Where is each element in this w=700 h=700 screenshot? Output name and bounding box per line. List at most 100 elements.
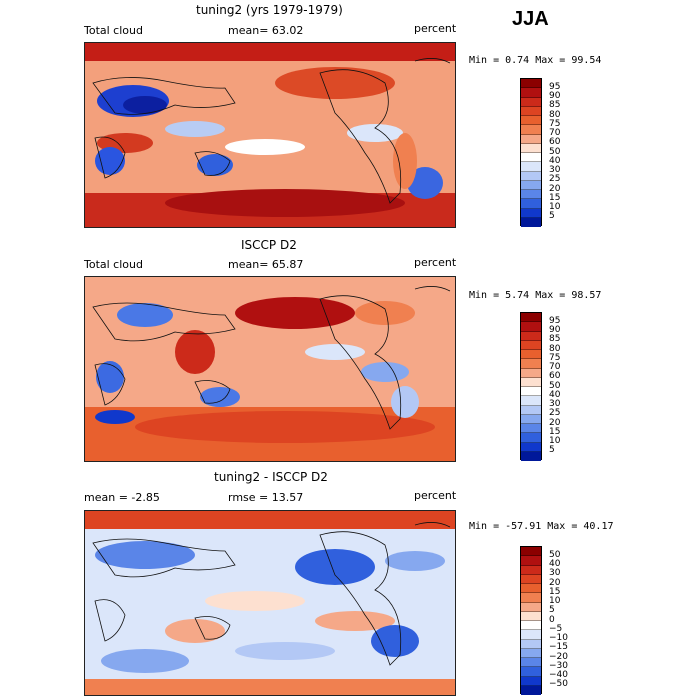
colorbar-tick-label: 40 xyxy=(549,389,561,400)
units-label: percent xyxy=(414,22,457,35)
units-label: percent xyxy=(414,489,457,502)
colorbar-tick-label: 80 xyxy=(549,343,561,354)
colorbar-tick-label: 85 xyxy=(549,100,561,111)
colorbar-band xyxy=(521,143,541,153)
colorbar-tick-label: 15 xyxy=(549,586,561,597)
colorbar-tick-label: 15 xyxy=(549,192,561,203)
colorbar-band xyxy=(521,639,541,649)
colorbar-band xyxy=(521,88,541,98)
colorbar-tick-label: 90 xyxy=(549,325,561,335)
colorbar-band xyxy=(521,685,541,695)
colorbar-band xyxy=(521,97,541,107)
colorbar-band xyxy=(521,621,541,631)
colorbar-band xyxy=(521,565,541,575)
colorbar-tick-label: 5 xyxy=(549,605,555,616)
colorbar-tick-label: −15 xyxy=(549,642,568,653)
panel-title: ISCCP D2 xyxy=(241,238,297,252)
colorbar-band xyxy=(521,350,541,360)
min-max-label: Min = 5.74 Max = 98.57 xyxy=(469,290,602,301)
colorbar-tick-label: 20 xyxy=(549,417,561,428)
min-max-label: Min = 0.74 Max = 99.54 xyxy=(469,55,602,66)
season-label: JJA xyxy=(512,8,549,30)
colorbar-band xyxy=(521,79,541,89)
colorbar-band xyxy=(521,602,541,612)
colorbar-band xyxy=(521,405,541,415)
colorbar-tick-label: 20 xyxy=(549,183,561,194)
colorbar-tick-label: 10 xyxy=(549,436,561,446)
colorbar-band xyxy=(521,387,541,397)
colorbar-tick-label: 0 xyxy=(549,614,555,625)
colorbar-band xyxy=(521,424,541,434)
colorbar-band xyxy=(521,322,541,332)
colorbar-tick-label: 75 xyxy=(549,352,561,363)
cloud-map-model xyxy=(84,42,456,228)
colorbar-tick-label: 95 xyxy=(549,315,561,326)
colorbar-model xyxy=(520,78,542,227)
colorbar-tick-label: 5 xyxy=(549,211,555,222)
mean-label: mean= 65.87 xyxy=(228,258,304,271)
colorbar-tick-label: 40 xyxy=(549,559,561,569)
colorbar-tick-label: −40 xyxy=(549,670,568,680)
panel-title: tuning2 - ISCCP D2 xyxy=(214,470,328,484)
colorbar-band xyxy=(521,171,541,181)
colorbar-tick-label: 90 xyxy=(549,91,561,101)
colorbar-band xyxy=(521,396,541,406)
colorbar-tick-label: 95 xyxy=(549,81,561,92)
colorbar-band xyxy=(521,584,541,594)
colorbar-tick-label: 30 xyxy=(549,165,561,175)
colorbar-band xyxy=(521,556,541,566)
colorbar-band xyxy=(521,106,541,116)
colorbar-tick-label: 40 xyxy=(549,155,561,166)
colorbar-band xyxy=(521,368,541,378)
colorbar-band xyxy=(521,180,541,190)
cloud-map-difference xyxy=(84,510,456,696)
colorbar-band xyxy=(521,377,541,387)
colorbar-band xyxy=(521,414,541,424)
colorbar-difference xyxy=(520,546,542,695)
colorbar-tick-label: 30 xyxy=(549,399,561,409)
colorbar-band xyxy=(521,676,541,686)
colorbar-tick-label: 60 xyxy=(549,137,561,148)
colorbar-band xyxy=(521,359,541,369)
colorbar-tick-label: 25 xyxy=(549,174,561,185)
colorbar-tick-label: 50 xyxy=(549,549,561,560)
mean-label: mean = -2.85 xyxy=(84,491,160,504)
colorbar-band xyxy=(521,658,541,668)
colorbar-band xyxy=(521,134,541,144)
colorbar-tick-label: 80 xyxy=(549,109,561,120)
colorbar-observations xyxy=(520,312,542,461)
colorbar-band xyxy=(521,593,541,603)
colorbar-tick-label: 25 xyxy=(549,408,561,419)
variable-label: Total cloud xyxy=(84,258,143,271)
colorbar-tick-label: −30 xyxy=(549,660,568,671)
colorbar-band xyxy=(521,547,541,557)
colorbar-band xyxy=(521,340,541,350)
colorbar-band xyxy=(521,667,541,677)
colorbar-tick-label: 50 xyxy=(549,146,561,157)
colorbar-band xyxy=(521,442,541,452)
colorbar-band xyxy=(521,116,541,126)
colorbar-tick-label: 20 xyxy=(549,577,561,588)
colorbar-tick-label: 5 xyxy=(549,445,555,456)
cloud-map-observations xyxy=(84,276,456,462)
colorbar-tick-label: −5 xyxy=(549,623,563,634)
colorbar-tick-label: 10 xyxy=(549,202,561,212)
colorbar-band xyxy=(521,451,541,461)
colorbar-tick-label: 75 xyxy=(549,118,561,129)
variable-label: Total cloud xyxy=(84,24,143,37)
colorbar-tick-label: 70 xyxy=(549,128,561,138)
colorbar-band xyxy=(521,611,541,621)
colorbar-tick-label: 70 xyxy=(549,362,561,372)
panel-title: tuning2 (yrs 1979-1979) xyxy=(196,3,343,17)
mean-label: mean= 63.02 xyxy=(228,24,304,37)
colorbar-band xyxy=(521,199,541,209)
colorbar-tick-label: 60 xyxy=(549,371,561,382)
colorbar-tick-label: 15 xyxy=(549,426,561,437)
colorbar-band xyxy=(521,153,541,163)
colorbar-band xyxy=(521,208,541,218)
colorbar-tick-label: 10 xyxy=(549,596,561,606)
colorbar-tick-label: 30 xyxy=(549,568,561,579)
colorbar-band xyxy=(521,648,541,658)
colorbar-tick-label: 85 xyxy=(549,334,561,345)
colorbar-band xyxy=(521,574,541,584)
